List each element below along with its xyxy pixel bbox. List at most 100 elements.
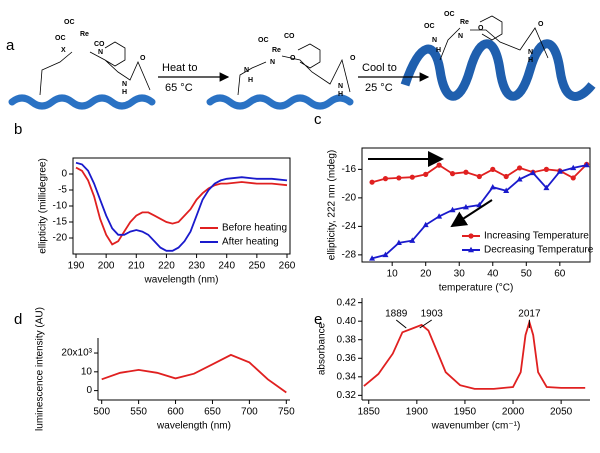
y-tick-label: -20 xyxy=(53,233,68,244)
y-axis-label: luminescence intensity (AU) xyxy=(35,307,46,431)
atom-label: O xyxy=(350,55,356,62)
y-tick-label: -10 xyxy=(53,201,68,212)
x-tick-label: 1850 xyxy=(358,407,381,418)
series-line xyxy=(75,161,288,252)
x-tick-label: 500 xyxy=(93,407,110,418)
atom-label: N xyxy=(528,49,533,56)
x-tick-label: 550 xyxy=(130,407,147,418)
x-tick-label: 20 xyxy=(420,269,432,280)
annotation: 1903 xyxy=(421,309,444,320)
y-tick-label: -20 xyxy=(342,193,357,204)
point xyxy=(556,168,563,174)
panel-label: e xyxy=(314,311,322,328)
x-axis-label: wavelength (nm) xyxy=(144,275,219,286)
x-tick-label: 600 xyxy=(167,407,184,418)
legend-marker xyxy=(468,233,474,239)
y-tick-label: 0 xyxy=(61,169,67,180)
step-temp: 65 °C xyxy=(165,82,193,94)
atom-label: O xyxy=(478,25,484,32)
step-temp: 25 °C xyxy=(365,82,393,94)
legend-label: Before heating xyxy=(222,223,287,234)
legend-label: Decreasing Temperature xyxy=(484,245,594,256)
legend-marker xyxy=(468,246,474,253)
y-tick-label: 0.32 xyxy=(337,390,357,401)
point xyxy=(570,164,577,171)
atom-label: N xyxy=(122,81,127,88)
x-tick-label: 210 xyxy=(128,261,145,272)
point xyxy=(476,173,482,180)
point xyxy=(490,166,496,172)
y-axis-label: ellipticity (millidegree) xyxy=(38,158,49,254)
x-tick-label: 1900 xyxy=(406,407,429,418)
point xyxy=(449,206,456,213)
legend-label: After heating xyxy=(222,237,279,248)
annotation-leader xyxy=(395,319,407,329)
atom-label: Re xyxy=(272,47,281,54)
x-tick-label: 10 xyxy=(387,269,399,280)
atom-label: O xyxy=(140,55,146,62)
panel-label: c xyxy=(314,111,322,128)
x-tick-label: 2050 xyxy=(550,407,573,418)
point xyxy=(436,213,443,219)
annotation: 1889 xyxy=(385,309,408,320)
annotation: 2017 xyxy=(518,309,541,320)
y-tick-label: -15 xyxy=(53,217,68,228)
atom-label: X xyxy=(61,47,66,54)
atom-label: H xyxy=(528,57,533,64)
atom-label: Re xyxy=(80,31,89,38)
structure-bonds xyxy=(39,15,549,96)
x-axis-label: wavenumber (cm⁻¹) xyxy=(431,421,521,432)
series-line xyxy=(75,166,288,246)
atom-label: H xyxy=(338,91,343,98)
atom-label: OC xyxy=(64,19,75,26)
x-tick-label: 250 xyxy=(249,261,266,272)
point xyxy=(382,251,389,258)
point xyxy=(530,169,536,176)
point xyxy=(409,237,416,243)
point xyxy=(516,176,523,182)
y-tick-label: 10 xyxy=(81,366,93,377)
y-tick-label: -16 xyxy=(342,164,357,175)
point xyxy=(369,179,375,185)
series-line xyxy=(371,163,588,184)
point xyxy=(423,171,429,177)
plot-frame xyxy=(361,147,591,263)
x-tick-label: 200 xyxy=(98,261,115,272)
atom-label: O xyxy=(290,55,296,62)
x-tick-label: 30 xyxy=(454,269,466,280)
point xyxy=(489,183,496,190)
atom-label: CO xyxy=(94,41,105,48)
point xyxy=(369,255,376,261)
annotation-leader xyxy=(419,319,432,329)
x-tick-label: 650 xyxy=(204,407,221,418)
helix xyxy=(400,39,596,101)
panel-label: d xyxy=(14,311,22,328)
point xyxy=(395,239,402,245)
atom-label: N xyxy=(244,67,249,74)
strands xyxy=(8,94,354,110)
point xyxy=(503,173,509,180)
atom-label: H xyxy=(248,77,253,84)
point xyxy=(516,165,523,171)
series-line xyxy=(363,318,586,390)
atom-label: N xyxy=(338,83,343,90)
y-tick-label: 0.40 xyxy=(337,316,357,327)
point xyxy=(462,203,469,210)
point xyxy=(409,174,415,180)
point xyxy=(570,175,576,181)
atom-label: H xyxy=(436,47,441,54)
y-tick-label: 0.36 xyxy=(337,353,357,364)
panel-label: b xyxy=(14,121,22,138)
x-axis-label: temperature (°C) xyxy=(439,283,514,294)
y-tick-label: 0.34 xyxy=(337,371,357,382)
annotation-arrow xyxy=(450,199,493,228)
y-tick-label: 20x10³ xyxy=(61,348,92,359)
atom-label: N xyxy=(98,49,103,56)
y-axis-label: ellipticity, 222 nm (mdeg) xyxy=(327,150,338,260)
point xyxy=(476,201,483,208)
atom-label: CO xyxy=(284,33,295,40)
y-tick-label: 0.42 xyxy=(337,297,357,308)
point xyxy=(463,169,469,175)
series-line xyxy=(101,353,287,394)
